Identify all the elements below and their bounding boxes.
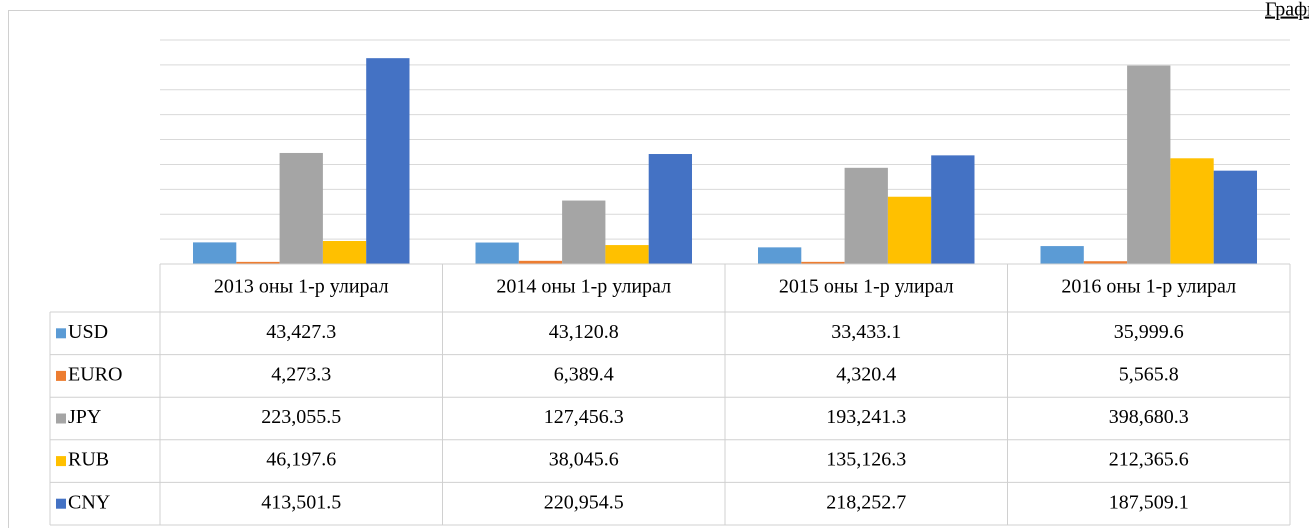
data-label: 218,252.7 [826, 491, 906, 513]
chart-border [8, 10, 1309, 528]
data-label: 4,273.3 [271, 363, 331, 385]
data-label: 43,120.8 [549, 321, 619, 343]
data-label: 413,501.5 [261, 491, 341, 513]
data-label: 212,365.6 [1109, 449, 1189, 471]
legend-label: CNY [68, 491, 110, 513]
bar [931, 155, 975, 264]
category-label: 2014 оны 1-р улирал [496, 276, 671, 298]
legend-label: USD [68, 321, 108, 343]
bar [887, 196, 932, 264]
bar [1040, 246, 1084, 264]
category-label: 2015 оны 1-р улирал [779, 276, 954, 298]
data-label: 135,126.3 [826, 449, 906, 471]
bar [844, 167, 888, 264]
legend-label: EURO [68, 363, 122, 385]
legend-label: JPY [68, 406, 101, 428]
data-label: 35,999.6 [1114, 321, 1184, 343]
bar [279, 152, 323, 264]
bar [193, 242, 237, 264]
data-label: 127,456.3 [544, 406, 624, 428]
bar [1127, 65, 1171, 264]
data-label: 220,954.5 [544, 491, 624, 513]
bar [236, 261, 280, 264]
legend-marker [56, 498, 66, 509]
category-label: 2013 оны 1-р улирал [214, 276, 389, 298]
data-label: 43,427.3 [266, 321, 336, 343]
data-label: 223,055.5 [261, 406, 341, 428]
legend-marker [56, 328, 66, 339]
category-label: 2016 оны 1-р улирал [1061, 276, 1236, 298]
bar [1083, 261, 1128, 264]
legend-marker [56, 413, 66, 424]
bar [1213, 170, 1257, 264]
data-label: 33,433.1 [831, 321, 901, 343]
bar [1170, 158, 1214, 264]
data-label: 4,320.4 [836, 363, 896, 385]
bar [518, 260, 563, 264]
bar [648, 154, 692, 264]
bar [801, 261, 845, 264]
data-label: 38,045.6 [549, 449, 619, 471]
data-label: 398,680.3 [1109, 406, 1189, 428]
bar [758, 247, 802, 264]
data-label: 193,241.3 [826, 406, 906, 428]
data-label: 46,197.6 [266, 449, 336, 471]
bar [366, 58, 410, 265]
legend-marker [56, 370, 66, 381]
data-label: 5,565.8 [1119, 363, 1179, 385]
bar [605, 245, 649, 264]
data-label: 187,509.1 [1109, 491, 1189, 513]
bar [562, 200, 606, 264]
caption: График 6 [1265, 0, 1309, 21]
data-label: 6,389.4 [554, 363, 614, 385]
bar [475, 242, 519, 264]
legend-marker [56, 456, 66, 467]
bar [322, 241, 367, 264]
legend-label: RUB [68, 449, 109, 471]
